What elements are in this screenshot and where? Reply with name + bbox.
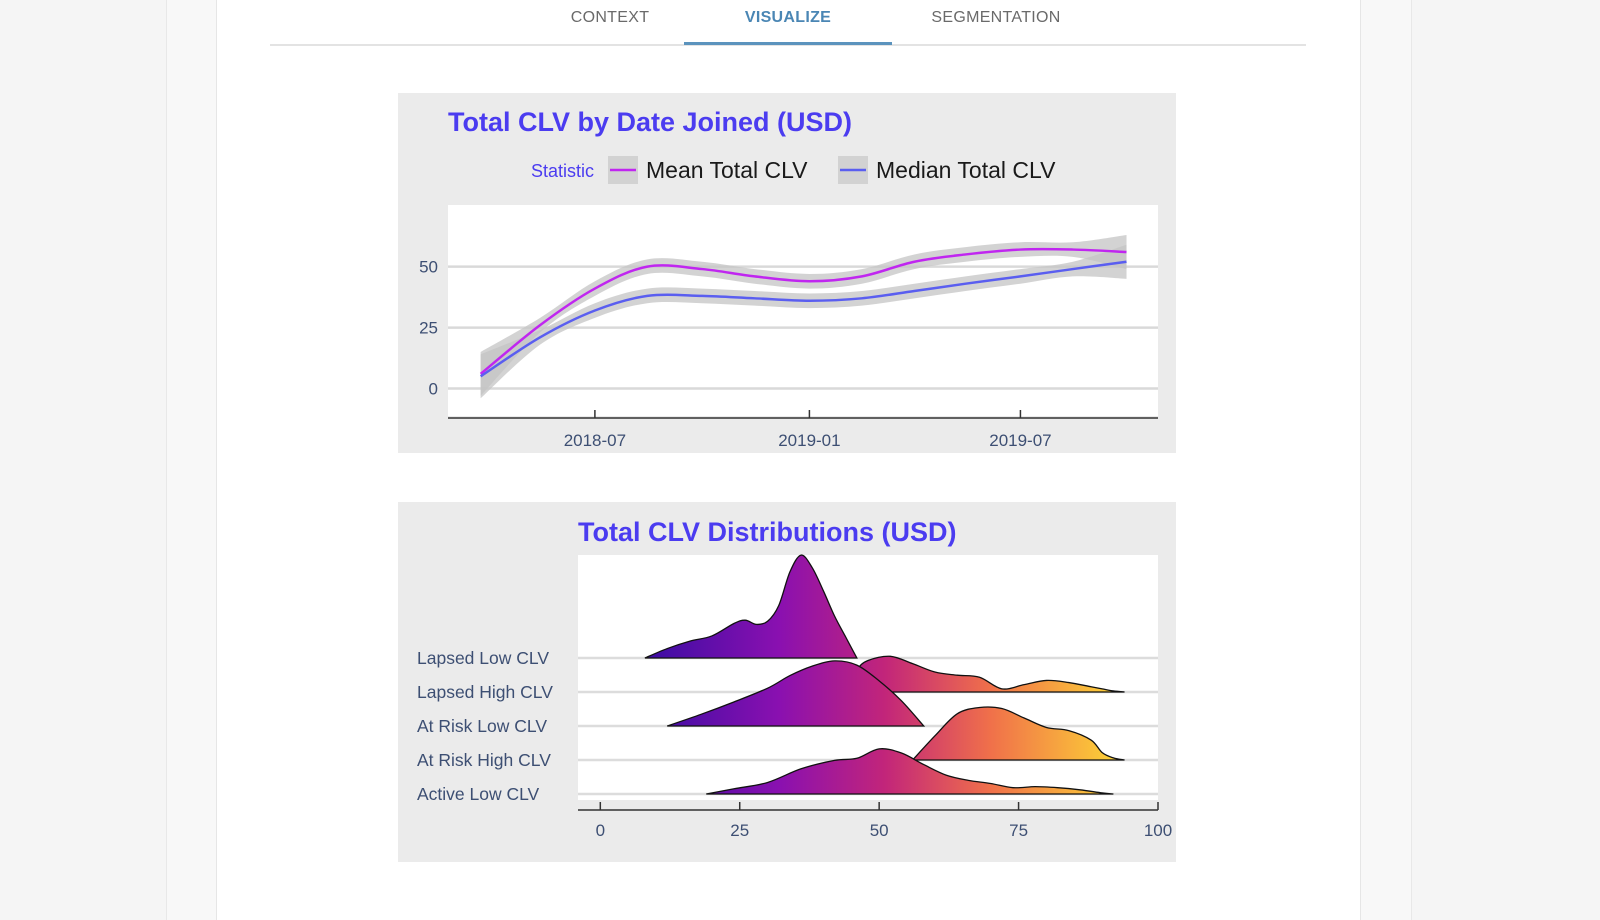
- clv-distribution-plot-panel: Total CLV Distributions (USD) Lapsed Low …: [398, 502, 1176, 862]
- tab-visualize[interactable]: VISUALIZE: [684, 6, 892, 45]
- clv-distribution-chart: Total CLV Distributions (USD) Lapsed Low …: [417, 517, 1172, 840]
- clv-by-date-plot-panel: Total CLV by Date Joined (USD) Statistic M…: [398, 93, 1176, 453]
- median-clv-line: [479, 260, 1127, 378]
- chart-title: Total CLV by Date Joined (USD): [448, 107, 852, 137]
- y-category-label: Lapsed Low CLV: [417, 648, 549, 668]
- clv-by-date-chart: Total CLV by Date Joined (USD) Statistic M…: [419, 107, 1158, 450]
- x-tick-label: 50: [870, 821, 889, 840]
- x-tick-label: 25: [730, 821, 749, 840]
- mean-clv-line: [479, 247, 1127, 375]
- legend-entry: Mean Total CLV: [646, 157, 808, 183]
- tab-context[interactable]: CONTEXT: [570, 9, 650, 26]
- legend-title: Statistic: [531, 161, 594, 181]
- y-category-label: Active Low CLV: [417, 784, 540, 804]
- chart-title: Total CLV Distributions (USD): [578, 517, 956, 547]
- x-tick-label: 2018-07: [564, 431, 626, 450]
- y-tick-label: 25: [419, 319, 438, 338]
- density-ridge: [911, 706, 1125, 761]
- x-tick-label: 100: [1144, 821, 1172, 840]
- density-ridge: [844, 655, 1125, 693]
- x-tick-label: 2019-01: [778, 431, 840, 450]
- density-ridge: [667, 660, 926, 727]
- y-category-label: At Risk Low CLV: [417, 716, 547, 736]
- y-tick-label: 50: [419, 258, 438, 277]
- x-tick-label: 75: [1009, 821, 1028, 840]
- legend-entry: Median Total CLV: [876, 157, 1056, 183]
- tab-bar: CONTEXT VISUALIZE SEGMENTATION: [270, 0, 1306, 46]
- confidence-band: [480, 234, 1127, 396]
- y-category-label: At Risk High CLV: [417, 750, 551, 770]
- tab-segmentation[interactable]: SEGMENTATION: [931, 9, 1061, 26]
- density-ridge: [706, 748, 1114, 795]
- y-tick-label: 0: [429, 380, 438, 399]
- x-tick-label: 0: [596, 821, 605, 840]
- y-category-label: Lapsed High CLV: [417, 682, 553, 702]
- density-ridge: [644, 554, 858, 659]
- x-tick-label: 2019-07: [989, 431, 1051, 450]
